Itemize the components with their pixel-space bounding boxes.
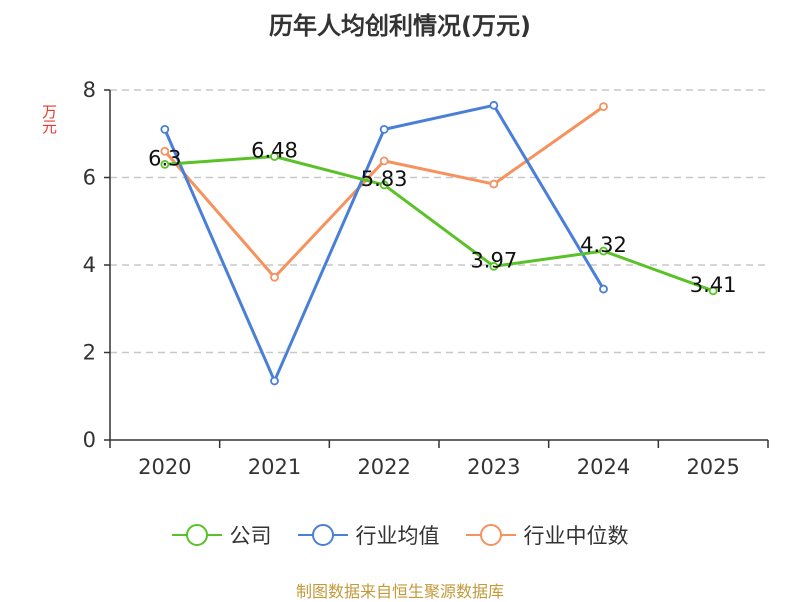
y-tick-label: 6	[83, 166, 96, 190]
series-line	[163, 103, 605, 383]
y-tick-label: 2	[83, 341, 96, 365]
data-point[interactable]	[489, 100, 499, 110]
data-point[interactable]	[270, 152, 279, 161]
data-label: 4.32	[580, 233, 627, 257]
data-point[interactable]	[599, 102, 608, 112]
y-tick-label: 8	[83, 78, 96, 102]
legend-swatch-industry-median	[465, 524, 516, 546]
series-lines	[160, 100, 718, 386]
legend-label-company: 公司	[229, 524, 272, 548]
legend-item-industry-median[interactable]: 行业中位数	[465, 520, 629, 550]
legend: 公司 行业均值 行业中位数	[0, 520, 800, 550]
data-labels: 6.3 6.48 5.83 3.97 4.32 3.41	[148, 139, 736, 297]
data-label: 5.83	[361, 167, 408, 191]
x-tick-label: 2020	[138, 455, 191, 479]
chart-title: 历年人均创利情况(万元)	[269, 12, 531, 40]
data-label: 6.48	[251, 139, 298, 163]
data-point[interactable]	[270, 272, 279, 282]
x-tick-label: 2025	[686, 455, 739, 479]
y-tick-label: 4	[83, 253, 96, 277]
data-point[interactable]	[160, 146, 170, 156]
data-label: 6.3	[148, 146, 181, 170]
y-axis-label: 万元	[40, 104, 58, 134]
data-point[interactable]	[270, 376, 279, 386]
x-tick-label: 2024	[577, 455, 630, 479]
data-point[interactable]	[599, 284, 608, 294]
legend-item-company[interactable]: 公司	[171, 520, 272, 550]
x-tick-label: 2022	[357, 455, 410, 479]
series-line	[164, 155, 714, 293]
data-label: 3.97	[470, 248, 517, 272]
data-point[interactable]	[708, 286, 718, 296]
legend-swatch-company	[171, 524, 222, 546]
data-label: 3.41	[690, 273, 737, 297]
source-note: 制图数据来自恒生聚源数据库	[295, 582, 504, 601]
x-tick-label: 2021	[248, 455, 301, 479]
axes: 0 2 4 6 8 2020 2021 2022 2023 2024 2025	[83, 78, 769, 479]
y-tick-label: 0	[83, 428, 96, 452]
legend-label-industry-average: 行业均值	[355, 524, 440, 548]
data-point[interactable]	[489, 261, 499, 271]
legend-item-industry-average[interactable]: 行业均值	[297, 520, 440, 550]
data-point[interactable]	[160, 124, 170, 134]
data-point[interactable]	[379, 180, 389, 190]
legend-label-industry-median: 行业中位数	[523, 524, 629, 548]
x-tick-label: 2023	[467, 455, 520, 479]
data-point[interactable]	[379, 156, 389, 166]
data-point[interactable]	[160, 159, 170, 169]
data-point[interactable]	[489, 179, 499, 189]
data-point[interactable]	[599, 246, 608, 256]
grid-lines	[110, 89, 768, 354]
legend-swatch-industry-average	[297, 524, 348, 546]
data-point[interactable]	[379, 124, 389, 134]
